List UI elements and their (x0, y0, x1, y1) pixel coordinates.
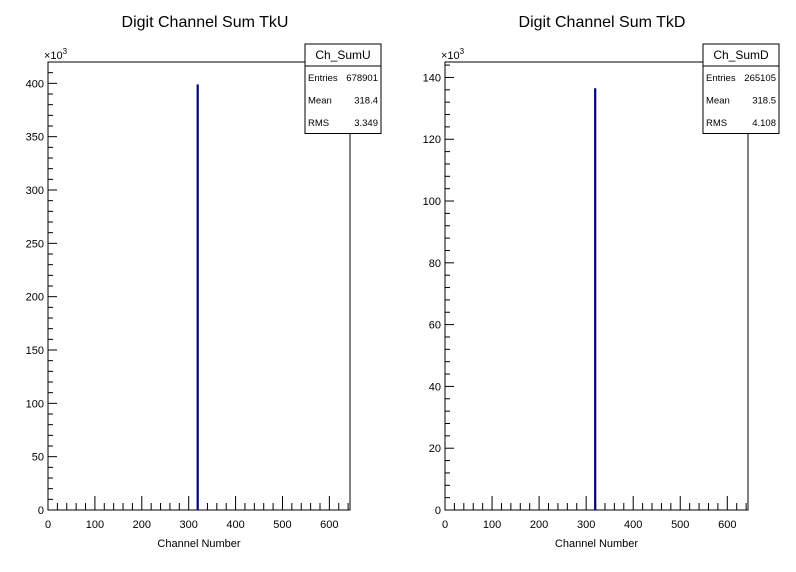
x-tick-label: 400 (624, 519, 642, 531)
stats-box (702, 43, 780, 134)
stats-name: Ch_SumU (315, 48, 370, 62)
x-axis-label: Channel Number (157, 538, 240, 550)
x-tick-label: 600 (320, 519, 338, 531)
x-tick-label: 0 (442, 519, 448, 531)
y-tick-label: 50 (32, 452, 44, 464)
stats-row-value: 3.349 (354, 118, 378, 129)
y-tick-label: 300 (26, 185, 44, 197)
chart-title: Digit Channel Sum TkD (519, 14, 686, 31)
histogram-bar (196, 84, 199, 511)
x-axis-label: Channel Number (555, 538, 638, 550)
x-tick-label: 100 (483, 519, 501, 531)
x-tick-label: 400 (226, 519, 244, 531)
y-tick-label: 60 (429, 320, 441, 332)
y-multiplier-exponent: 3 (460, 47, 465, 56)
x-tick-label: 500 (671, 519, 689, 531)
y-tick-label: 100 (423, 196, 441, 208)
stats-row-label: RMS (706, 118, 727, 129)
y-tick-label: 120 (423, 134, 441, 146)
y-tick-label: 0 (435, 505, 441, 517)
stats-row-label: Entries (308, 73, 338, 84)
y-multiplier-label: ×103 (44, 47, 68, 62)
stats-row-value: 4.108 (752, 118, 776, 129)
stats-row-value: 318.5 (752, 96, 776, 107)
stats-row-value: 318.4 (354, 96, 378, 107)
histogram-bar (594, 88, 597, 510)
y-tick-label: 140 (423, 72, 441, 84)
stats-row-value: 678901 (346, 73, 378, 84)
x-tick-label: 100 (86, 519, 104, 531)
stats-row-label: Mean (308, 96, 332, 107)
y-tick-label: 200 (26, 292, 44, 304)
x-tick-label: 200 (133, 519, 151, 531)
x-tick-label: 200 (530, 519, 548, 531)
x-tick-label: 300 (180, 519, 198, 531)
stats-row-value: 265105 (744, 73, 776, 84)
y-tick-label: 350 (26, 132, 44, 144)
stats-row-label: RMS (308, 118, 329, 129)
y-multiplier-exponent: 3 (63, 47, 68, 56)
stats-name: Ch_SumD (713, 48, 769, 62)
x-tick-label: 0 (45, 519, 51, 531)
y-tick-label: 40 (429, 381, 441, 393)
chart-title: Digit Channel Sum TkU (122, 14, 289, 31)
y-tick-label: 80 (429, 258, 441, 270)
y-tick-label: 0 (38, 505, 44, 517)
y-tick-label: 100 (26, 398, 44, 410)
x-tick-label: 300 (577, 519, 595, 531)
y-tick-label: 250 (26, 238, 44, 250)
histogram-panel-1: Digit Channel Sum TkU ×103 0 50 100 150 200 250… (26, 14, 382, 550)
x-tick-label: 600 (718, 519, 736, 531)
plot-frame (444, 61, 749, 511)
x-tick-label: 500 (273, 519, 291, 531)
y-tick-label: 400 (26, 78, 44, 90)
stats-row-label: Mean (706, 96, 730, 107)
histogram-panel-2: Digit Channel Sum TkD ×103 0 20 40 60 80 100 120… (423, 14, 780, 550)
stats-box (304, 43, 382, 134)
y-tick-label: 20 (429, 443, 441, 455)
y-multiplier-label: ×103 (441, 47, 465, 62)
stats-row-label: Entries (706, 73, 736, 84)
y-tick-label: 150 (26, 345, 44, 357)
